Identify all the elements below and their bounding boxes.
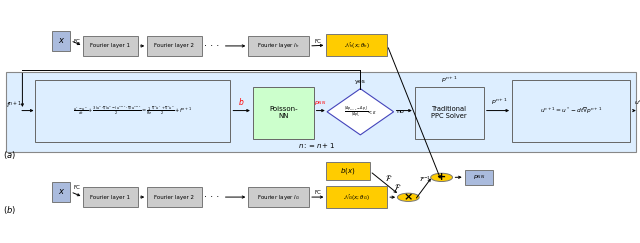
Text: $b(x)$: $b(x)$ bbox=[340, 166, 356, 176]
Text: $f^{n+1}$: $f^{n+1}$ bbox=[6, 100, 22, 111]
Circle shape bbox=[431, 173, 452, 182]
Text: $p^{n+1}$: $p^{n+1}$ bbox=[441, 74, 458, 85]
FancyBboxPatch shape bbox=[35, 80, 230, 142]
FancyBboxPatch shape bbox=[248, 36, 309, 56]
FancyBboxPatch shape bbox=[326, 34, 387, 56]
FancyBboxPatch shape bbox=[326, 162, 370, 180]
Text: Fourier layer $l_h$: Fourier layer $l_h$ bbox=[257, 41, 300, 51]
Text: $p^{n+1}$: $p^{n+1}$ bbox=[491, 97, 508, 107]
Text: Fourier layer 2: Fourier layer 2 bbox=[154, 43, 195, 48]
FancyBboxPatch shape bbox=[147, 187, 202, 207]
Text: $\mathcal{F}$: $\mathcal{F}$ bbox=[394, 182, 401, 192]
FancyBboxPatch shape bbox=[253, 87, 314, 139]
Text: $u^{n+1}=u^*-dt\nabla p^{n+1}$: $u^{n+1}=u^*-dt\nabla p^{n+1}$ bbox=[540, 106, 602, 116]
Text: Traditional
PPC Solver: Traditional PPC Solver bbox=[431, 106, 467, 120]
Text: $(a)$: $(a)$ bbox=[3, 149, 15, 161]
Text: ×: × bbox=[404, 192, 413, 202]
Text: $\frac{|\Delta p_{n+1}-\Delta p_i|}{|\Delta p|_i}<\varepsilon$: $\frac{|\Delta p_{n+1}-\Delta p_i|}{|\De… bbox=[344, 105, 377, 119]
FancyBboxPatch shape bbox=[248, 187, 309, 207]
Circle shape bbox=[397, 193, 419, 201]
Text: Fourier layer 2: Fourier layer 2 bbox=[154, 195, 195, 200]
Text: $n:=n+1$: $n:=n+1$ bbox=[298, 141, 335, 150]
Text: yes: yes bbox=[355, 79, 365, 84]
Polygon shape bbox=[327, 89, 394, 135]
FancyBboxPatch shape bbox=[83, 187, 138, 207]
FancyBboxPatch shape bbox=[52, 31, 70, 51]
Text: $\mathcal{N}_G(x;\theta_G)$: $\mathcal{N}_G(x;\theta_G)$ bbox=[343, 192, 371, 202]
Text: · · ·: · · · bbox=[204, 41, 219, 51]
Text: +: + bbox=[437, 172, 446, 182]
Text: FC: FC bbox=[314, 190, 321, 195]
Text: FC: FC bbox=[74, 185, 80, 190]
Text: $p_{NN}$: $p_{NN}$ bbox=[314, 99, 327, 107]
FancyBboxPatch shape bbox=[147, 36, 202, 56]
Text: no: no bbox=[397, 109, 404, 114]
FancyBboxPatch shape bbox=[83, 36, 138, 56]
Text: Fourier layer 1: Fourier layer 1 bbox=[90, 195, 131, 200]
Text: Fourier layer 1: Fourier layer 1 bbox=[90, 43, 131, 48]
Text: $\mathcal{F}^{-1}$: $\mathcal{F}^{-1}$ bbox=[419, 174, 431, 184]
Text: $p_{NN}$: $p_{NN}$ bbox=[473, 173, 485, 181]
Text: Poisson-
NN: Poisson- NN bbox=[269, 106, 298, 120]
Text: $(b)$: $(b)$ bbox=[3, 204, 16, 216]
FancyBboxPatch shape bbox=[415, 87, 484, 139]
Text: $b$: $b$ bbox=[238, 96, 244, 107]
FancyBboxPatch shape bbox=[465, 170, 493, 185]
Text: FC: FC bbox=[74, 39, 80, 44]
Text: $\mathcal{F}$: $\mathcal{F}$ bbox=[385, 173, 393, 183]
Text: $x$: $x$ bbox=[58, 187, 65, 196]
Text: · · ·: · · · bbox=[204, 192, 219, 202]
Text: $\frac{u^*-u^n}{dt}+\frac{3(u^n\cdot\nabla)u^n-(u^{n-1}\cdot\nabla)u^{n-1}}{2}=\: $\frac{u^*-u^n}{dt}+\frac{3(u^n\cdot\nab… bbox=[73, 105, 193, 117]
FancyBboxPatch shape bbox=[6, 72, 636, 152]
FancyBboxPatch shape bbox=[512, 80, 630, 142]
FancyBboxPatch shape bbox=[52, 182, 70, 202]
FancyBboxPatch shape bbox=[326, 186, 387, 208]
Text: $x$: $x$ bbox=[58, 36, 65, 45]
Text: FC: FC bbox=[314, 39, 321, 44]
Text: $\mathcal{N}_h(x;\theta_h)$: $\mathcal{N}_h(x;\theta_h)$ bbox=[344, 40, 370, 50]
Text: Fourier layer $l_G$: Fourier layer $l_G$ bbox=[257, 192, 300, 202]
Text: $u^{n+1}$: $u^{n+1}$ bbox=[634, 98, 640, 107]
